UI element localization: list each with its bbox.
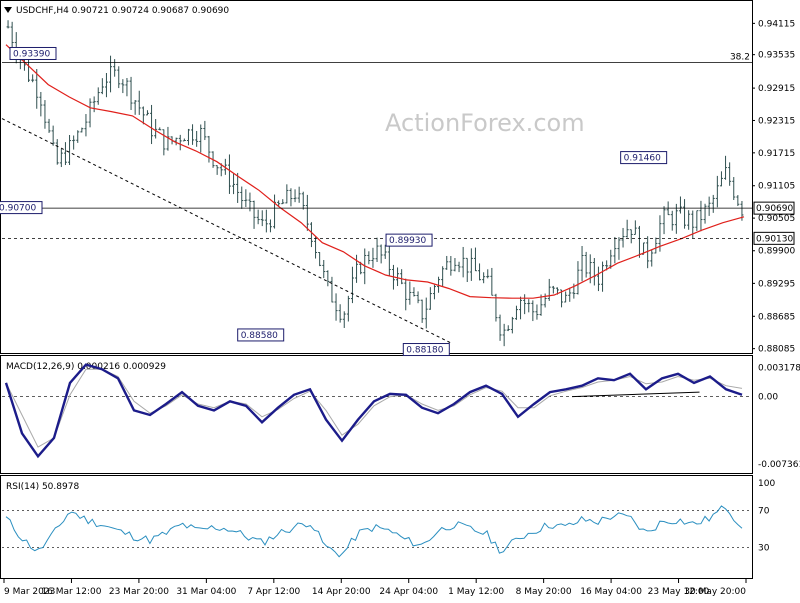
swing-label-box xyxy=(385,233,433,247)
macd-y-tick: -0.007361 xyxy=(758,460,800,470)
x-tick-label: 14 Apr 20:00 xyxy=(312,587,371,597)
x-tick-label: 23 May 12:00 xyxy=(648,587,710,597)
x-tick-label: 7 Apr 12:00 xyxy=(247,587,300,597)
rsi-y-tick: 70 xyxy=(758,507,770,517)
axis-price-tag-text: 0.90130 xyxy=(756,234,793,244)
macd-panel-title: MACD(12,26,9) 0.000216 0.000929 xyxy=(6,362,166,372)
swing-label-box xyxy=(9,46,57,60)
price-y-tick: 0.93535 xyxy=(758,51,795,61)
rsi-y-tick: 30 xyxy=(758,543,770,553)
sma-line xyxy=(5,44,745,299)
macd-layer: 0.003178 0.00 -0.007361 xyxy=(2,363,800,470)
axis-price-tag xyxy=(753,231,795,245)
swing-label-box xyxy=(402,343,450,357)
x-tick-label: 16 May 04:00 xyxy=(580,587,642,597)
fib-level-label: 38.2 xyxy=(730,52,750,62)
axis-price-tag xyxy=(753,201,795,215)
rsi-line xyxy=(5,505,743,558)
x-tick-label: 24 Apr 04:00 xyxy=(379,587,438,597)
macd-panel-frame xyxy=(0,355,753,474)
x-tick-label: 31 Mar 04:00 xyxy=(176,587,236,597)
rsi-panel-title: RSI(14) 50.8978 xyxy=(6,482,79,492)
swing-label: 0.88580 xyxy=(241,331,278,341)
swing-label-box xyxy=(620,151,668,165)
axis-layer: 0.94115 0.93535 0.92915 0.92315 0.91715 0.911… xyxy=(3,19,795,597)
axis-price-tag-text: 0.90690 xyxy=(756,204,793,214)
watermark: ActionForex.com xyxy=(385,109,585,137)
rsi-panel-frame xyxy=(0,475,753,579)
rsi-y-tick: 100 xyxy=(758,479,775,489)
swing-label: 0.90700 xyxy=(0,204,36,214)
price-y-tick: 0.94115 xyxy=(758,19,795,29)
price-panel-frame xyxy=(0,0,753,354)
price-y-tick: 0.91715 xyxy=(758,149,795,159)
price-panel-title: USDCHF,H4 0.90721 0.90724 0.90687 0.9069… xyxy=(16,6,229,16)
macd-y-tick: 0.00 xyxy=(758,393,778,403)
x-tick-label: 30 May 20:00 xyxy=(684,587,746,597)
collapse-triangle-icon[interactable] xyxy=(4,7,12,13)
macd-main-line xyxy=(4,363,743,459)
price-y-tick: 0.90505 xyxy=(758,214,795,224)
rsi-layer: 100 70 30 xyxy=(2,479,775,558)
swing-label-box xyxy=(237,328,285,342)
price-y-tick: 0.89900 xyxy=(758,247,795,257)
price-y-tick: 0.92915 xyxy=(758,84,795,94)
swing-label: 0.91460 xyxy=(624,154,661,164)
x-tick-label: 9 Mar 2023 xyxy=(4,587,55,597)
price-layer: 38.2 0.90690 0.90130 0.93390 0.90700 0.88580 0… xyxy=(0,20,795,357)
swing-label: 0.89930 xyxy=(389,236,426,246)
x-tick-label: 1 May 12:00 xyxy=(448,587,504,597)
x-tick-label: 23 Mar 20:00 xyxy=(109,587,169,597)
swing-label: 0.88180 xyxy=(406,346,443,356)
price-y-tick: 0.88085 xyxy=(758,345,795,355)
x-tick-label: 16 Mar 12:00 xyxy=(41,587,101,597)
price-y-tick: 0.88685 xyxy=(758,312,795,322)
macd-y-tick: 0.003178 xyxy=(758,364,800,374)
price-y-tick: 0.89295 xyxy=(758,279,795,289)
price-y-tick: 0.92315 xyxy=(758,116,795,126)
macd-trendline xyxy=(571,391,700,398)
swing-label-box xyxy=(0,201,43,215)
swing-label: 0.93390 xyxy=(13,49,50,59)
price-y-tick: 0.91105 xyxy=(758,182,795,192)
x-tick-label: 8 May 20:00 xyxy=(516,587,572,597)
